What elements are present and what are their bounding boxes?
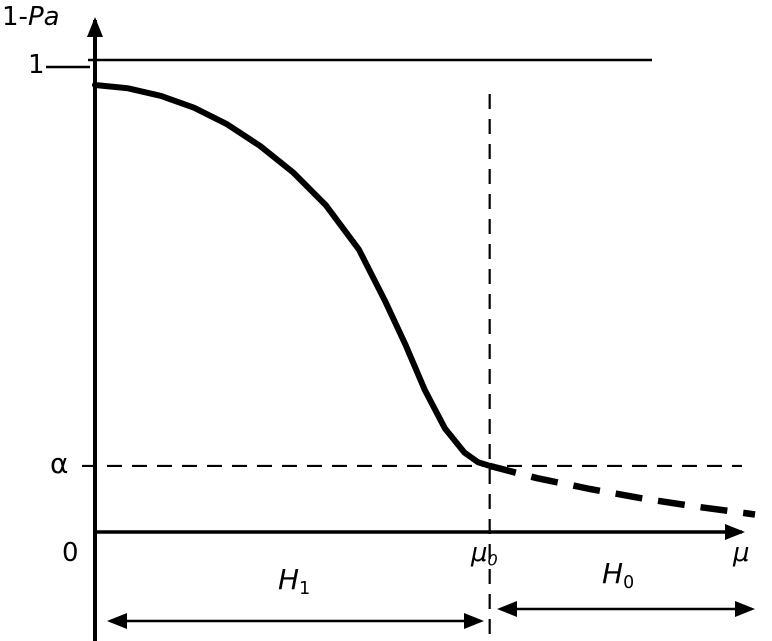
x-tick-label-mu0: μ0 (471, 540, 498, 569)
h0-subscript: 0 (623, 572, 635, 593)
region-label-h1: H1 (278, 566, 310, 598)
y-tick-label-one: 1 (28, 50, 45, 80)
h0-base: H (602, 557, 624, 590)
mu0-subscript: 0 (487, 550, 498, 570)
oc-curve-solid (92, 82, 493, 469)
y-axis-title: 1-Pa (2, 4, 60, 30)
h1-subscript: 1 (299, 578, 311, 599)
y-axis-title-pa: Pa (27, 2, 60, 32)
x-axis-title: μ (733, 538, 750, 568)
h1-base: H (278, 563, 300, 596)
region-label-h0: H0 (602, 560, 634, 592)
y-axis-title-prefix: 1- (2, 2, 28, 32)
x-origin-label: 0 (62, 538, 79, 568)
y-tick-label-alpha: α (50, 447, 69, 480)
mu0-base: μ (471, 538, 488, 568)
oc-curve-dashed (488, 462, 756, 518)
